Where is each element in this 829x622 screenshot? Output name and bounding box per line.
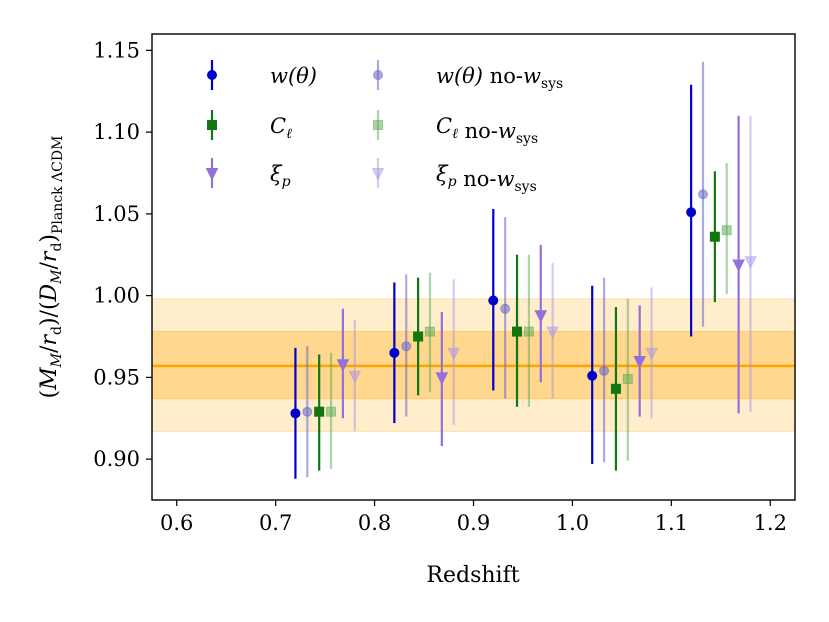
data-point — [732, 259, 745, 273]
data-point — [523, 326, 534, 337]
legend-label: Cℓ — [270, 114, 292, 142]
legend-marker — [207, 120, 217, 130]
data-point — [744, 256, 757, 269]
x-tick-label: 1.2 — [754, 511, 787, 535]
data-point — [709, 231, 720, 242]
legend-label: ξp no-wsys — [436, 162, 537, 195]
data-point — [587, 370, 598, 381]
data-point — [314, 406, 325, 417]
data-point — [622, 374, 633, 385]
legend-entry: Cℓ no-wsys — [373, 110, 538, 147]
x-tick-label: 0.8 — [358, 511, 391, 535]
x-tick-label: 0.7 — [259, 511, 292, 535]
legend-marker — [371, 168, 385, 181]
legend-entry: w(θ) no-wsys — [373, 60, 563, 92]
axis-ticks: 0.6 0.7 0.8 0.9 1.0 1.1 1.2 0.90 0.95 1.00 1.05 1.1… — [93, 38, 787, 535]
legend-entry: w(θ) — [207, 60, 317, 90]
data-point — [401, 341, 412, 352]
x-tick-label: 1.1 — [655, 511, 688, 535]
data-point — [546, 326, 559, 340]
data-point — [698, 189, 709, 200]
y-tick-label: 1.00 — [93, 284, 140, 308]
series-1 — [314, 171, 720, 471]
y-tick-label: 1.10 — [93, 120, 140, 144]
data-point — [488, 295, 499, 306]
planck-band — [151, 298, 796, 432]
svg-text:(MM/rd)/(DM/rd)Planck ΛCDM: (MM/rd)/(DM/rd)Planck ΛCDM — [37, 136, 66, 399]
y-axis-label: (MM/rd)/(DM/rd)Planck ΛCDM — [37, 136, 66, 399]
y-tick-label: 0.90 — [93, 447, 140, 471]
legend-label: ξp — [270, 162, 291, 190]
series-0 — [290, 84, 697, 479]
data-point — [599, 365, 610, 376]
series-4 — [326, 163, 732, 469]
data-point — [326, 406, 337, 417]
legend-entry: ξp no-wsys — [371, 158, 537, 195]
series-2 — [336, 115, 745, 447]
data-point — [534, 310, 548, 323]
legend-marker — [373, 70, 383, 80]
data-point — [686, 207, 697, 218]
x-tick-label: 0.9 — [457, 511, 490, 535]
legend-marker — [205, 168, 219, 181]
legend-marker — [207, 70, 217, 80]
data-series — [290, 61, 757, 479]
data-point — [424, 326, 435, 337]
legend: w(θ) Cℓ ξp w(θ) no-wsys Cℓ no-wsys ξp no-wsys — [205, 60, 563, 195]
data-point — [389, 347, 400, 358]
y-tick-label: 1.15 — [93, 38, 140, 62]
legend-entry: ξp — [205, 158, 291, 190]
x-axis-label: Redshift — [426, 563, 519, 588]
x-tick-label: 0.6 — [160, 511, 193, 535]
legend-label: w(θ) no-wsys — [436, 64, 563, 92]
data-point — [633, 356, 646, 369]
legend-label: w(θ) — [270, 64, 317, 88]
series-3 — [302, 61, 709, 478]
data-point — [290, 408, 301, 419]
data-point — [610, 383, 621, 394]
y-tick-label: 0.95 — [93, 365, 140, 389]
y-tick-label: 1.05 — [93, 202, 140, 226]
data-point — [645, 347, 658, 361]
data-point — [500, 303, 511, 314]
data-point — [348, 370, 362, 384]
legend-label: Cℓ no-wsys — [436, 114, 538, 147]
series-5 — [348, 115, 757, 432]
data-point — [447, 347, 461, 361]
data-point — [721, 225, 732, 236]
data-point — [435, 372, 449, 385]
data-point — [512, 326, 523, 337]
data-point — [302, 406, 313, 417]
data-point — [336, 359, 350, 372]
x-tick-label: 1.0 — [556, 511, 589, 535]
legend-entry: Cℓ — [207, 110, 292, 142]
data-point — [413, 331, 424, 342]
legend-marker — [373, 120, 383, 130]
